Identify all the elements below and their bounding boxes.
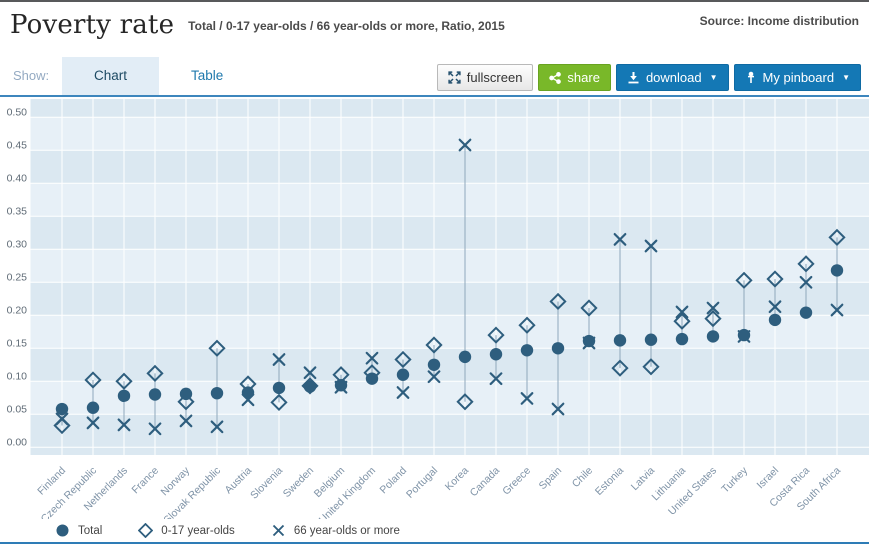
svg-text:0.30: 0.30 [7,238,28,250]
tab-chart[interactable]: Chart [62,57,160,95]
legend-circle-marker-icon [56,524,69,537]
fullscreen-icon [448,71,461,84]
legend-label: Total [78,524,103,537]
svg-text:Canada: Canada [468,465,503,500]
svg-text:0.40: 0.40 [7,172,28,184]
legend-item-children: 0-17 year-olds [138,523,235,538]
legend-label: 0-17 year-olds [161,524,235,537]
download-caret-icon: ▼ [709,73,718,82]
svg-text:0.25: 0.25 [7,271,28,283]
page-title: Poverty rate [10,10,175,40]
pinboard-caret-icon: ▼ [842,73,850,82]
source-label: Source: Income distribution [699,14,859,28]
svg-text:0.50: 0.50 [7,106,28,118]
svg-text:Portugal: Portugal [404,465,440,501]
svg-text:0.05: 0.05 [7,403,28,415]
svg-text:Greece: Greece [500,465,533,498]
show-label: Show: [13,68,50,83]
download-button[interactable]: download ▼ [615,64,729,91]
share-icon [549,71,562,84]
fullscreen-label: fullscreen [466,70,523,85]
legend-label: 66 year-olds or more [293,524,400,537]
toolbar-buttons: fullscreen share [436,64,861,91]
svg-text:Chile: Chile [570,465,596,491]
svg-text:Estonia: Estonia [593,465,626,498]
pin-icon [747,71,754,83]
chart-subtitle: Total / 0-17 year-olds / 66 year-olds or… [188,19,505,33]
view-tabs: Chart Table [62,57,255,95]
svg-text:0.35: 0.35 [7,205,28,217]
svg-text:Latvia: Latvia [629,465,657,493]
svg-text:0.00: 0.00 [7,436,28,448]
svg-text:Slovenia: Slovenia [248,465,285,502]
svg-text:0.15: 0.15 [7,337,28,349]
svg-text:Korea: Korea [443,465,471,493]
legend-item-elderly: 66 year-olds or more [271,523,400,538]
header: Poverty rate Total / 0-17 year-olds / 66 … [0,2,869,57]
legend-x-marker-icon [272,524,284,537]
download-icon [628,72,639,84]
svg-text:0.20: 0.20 [7,304,28,316]
svg-text:France: France [130,465,162,497]
svg-text:Israel: Israel [754,465,781,492]
scatter-plot[interactable]: 0.00 0.05 0.10 0.15 0.20 0.25 0.30 0.35 0.40 0.45… [0,97,869,457]
bottom-accent-bar [0,542,869,544]
svg-text:0.45: 0.45 [7,139,28,151]
svg-text:Turkey: Turkey [719,464,750,495]
download-label: download [645,70,702,85]
share-button[interactable]: share [538,64,611,91]
svg-text:0.10: 0.10 [7,370,28,382]
pinboard-label: My pinboard [762,70,835,85]
share-label: share [567,70,600,85]
svg-text:Spain: Spain [537,465,565,493]
legend: Total 0-17 year-olds 66 year-olds or mor… [0,519,869,542]
svg-text:Sweden: Sweden [281,465,316,500]
legend-diamond-marker-icon [138,523,154,538]
pinboard-button[interactable]: My pinboard ▼ [733,64,861,91]
legend-item-total: Total [55,523,102,538]
tab-table[interactable]: Table [191,68,224,83]
toolbar: Show: Chart Table fullscreen [0,57,869,97]
fullscreen-button[interactable]: fullscreen [436,64,534,91]
